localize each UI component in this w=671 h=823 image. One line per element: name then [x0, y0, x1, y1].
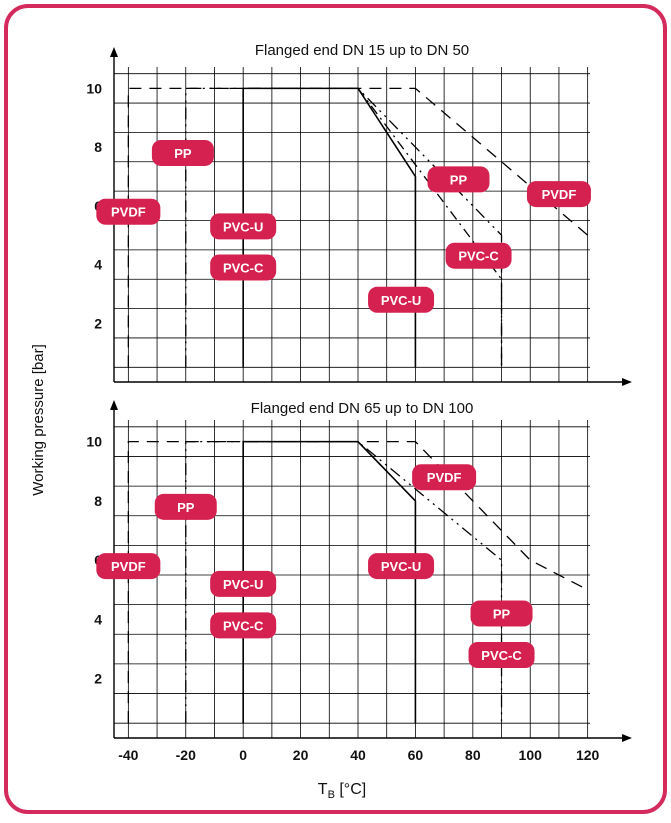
series-badge-pvdf: PVDF: [526, 181, 591, 208]
badge-label: PVC-U: [223, 577, 263, 592]
series-badge-pp: PP: [154, 493, 217, 520]
series-badge-pvdf: PVDF: [96, 198, 161, 225]
x-axis-arrow: [622, 378, 632, 386]
series-badge-pvc-c: PVC-C: [445, 242, 512, 269]
badge-label: PP: [177, 500, 195, 515]
y-tick-label: 10: [86, 80, 102, 96]
badge-label: PVC-C: [458, 249, 499, 264]
badge-label: PVDF: [542, 187, 577, 202]
badge-background: [210, 570, 277, 597]
badge-background: [154, 493, 217, 520]
series-line-pvdf: [127, 440, 588, 724]
series-badge-pvc-c: PVC-C: [210, 254, 277, 281]
badge-label: PVC-U: [381, 559, 421, 574]
series-badge-pvdf: PVDF: [412, 464, 477, 491]
x-tick-label: 60: [408, 747, 424, 763]
x-axis-label: TB [°C]: [318, 781, 366, 801]
x-axis-arrow: [622, 734, 632, 742]
series-line-pvc-c: [357, 87, 503, 368]
badge-label: PVC-U: [381, 293, 421, 308]
y-tick-label: 2: [94, 315, 102, 331]
series-badge-pvc-u: PVC-U: [368, 553, 435, 580]
x-tick-label: 20: [293, 747, 309, 763]
frame-border: [4, 4, 667, 814]
x-axis-label-main: T: [318, 781, 328, 798]
badge-label: PP: [174, 146, 192, 161]
series-badge-pvc-c: PVC-C: [210, 612, 277, 639]
badge-background: [468, 642, 535, 669]
badge-label: PVC-C: [223, 618, 264, 633]
x-tick-label: 0: [239, 747, 247, 763]
series-badge-pp: PP: [427, 166, 490, 193]
y-axis-arrow: [110, 47, 118, 57]
x-tick-label: 120: [576, 747, 600, 763]
badge-background: [470, 600, 533, 627]
x-tick-label: 100: [519, 747, 543, 763]
series-line-pp: [185, 440, 503, 724]
plot-bottom: Flanged end DN 65 up to DN 100246810-40-…: [86, 400, 632, 763]
badge-background: [445, 242, 512, 269]
y-tick-label: 4: [94, 257, 102, 273]
x-axis-label-unit: [°C]: [335, 781, 366, 798]
series-badge-pvdf: PVDF: [96, 553, 161, 580]
y-axis-label: Working pressure [bar]: [30, 344, 47, 495]
badge-background: [210, 254, 277, 281]
plot-top: Flanged end DN 15 up to DN 50246810PPPVD…: [86, 42, 632, 386]
badge-label: PVC-C: [481, 648, 522, 663]
x-axis-label-sub: B: [328, 789, 335, 801]
badge-background: [210, 213, 277, 240]
series-badge-pvc-u: PVC-U: [210, 570, 277, 597]
badge-label: PVDF: [427, 470, 462, 485]
y-tick-label: 2: [94, 671, 102, 687]
badge-background: [368, 286, 435, 313]
grid: [114, 67, 590, 382]
y-tick-label: 4: [94, 611, 102, 627]
y-tick-label: 8: [94, 139, 102, 155]
y-tick-label: 10: [86, 434, 102, 450]
y-tick-label: 8: [94, 493, 102, 509]
badge-background: [151, 139, 214, 166]
series-badge-pvc-c: PVC-C: [468, 642, 535, 669]
x-tick-label: 80: [465, 747, 481, 763]
badge-background: [427, 166, 490, 193]
y-axis-arrow: [110, 400, 118, 410]
badge-background: [368, 553, 435, 580]
badge-label: PP: [493, 607, 511, 622]
chart-title: Flanged end DN 65 up to DN 100: [251, 400, 474, 417]
series-badge-pp: PP: [470, 600, 533, 627]
badge-label: PVDF: [111, 205, 146, 220]
x-tick-label: -20: [176, 747, 196, 763]
badge-background: [412, 464, 477, 491]
x-tick-label: -40: [118, 747, 138, 763]
series-badge-pvc-u: PVC-U: [210, 213, 277, 240]
badge-background: [96, 198, 161, 225]
badge-label: PVDF: [111, 559, 146, 574]
badge-label: PVC-U: [223, 219, 263, 234]
badge-label: PP: [450, 172, 468, 187]
badge-label: PVC-C: [223, 260, 264, 275]
series-badge-pp: PP: [151, 139, 214, 166]
badge-background: [210, 612, 277, 639]
badge-background: [96, 553, 161, 580]
series-badge-pvc-u: PVC-U: [368, 286, 435, 313]
chart-title: Flanged end DN 15 up to DN 50: [255, 42, 469, 59]
badge-background: [526, 181, 591, 208]
x-tick-label: 40: [350, 747, 366, 763]
